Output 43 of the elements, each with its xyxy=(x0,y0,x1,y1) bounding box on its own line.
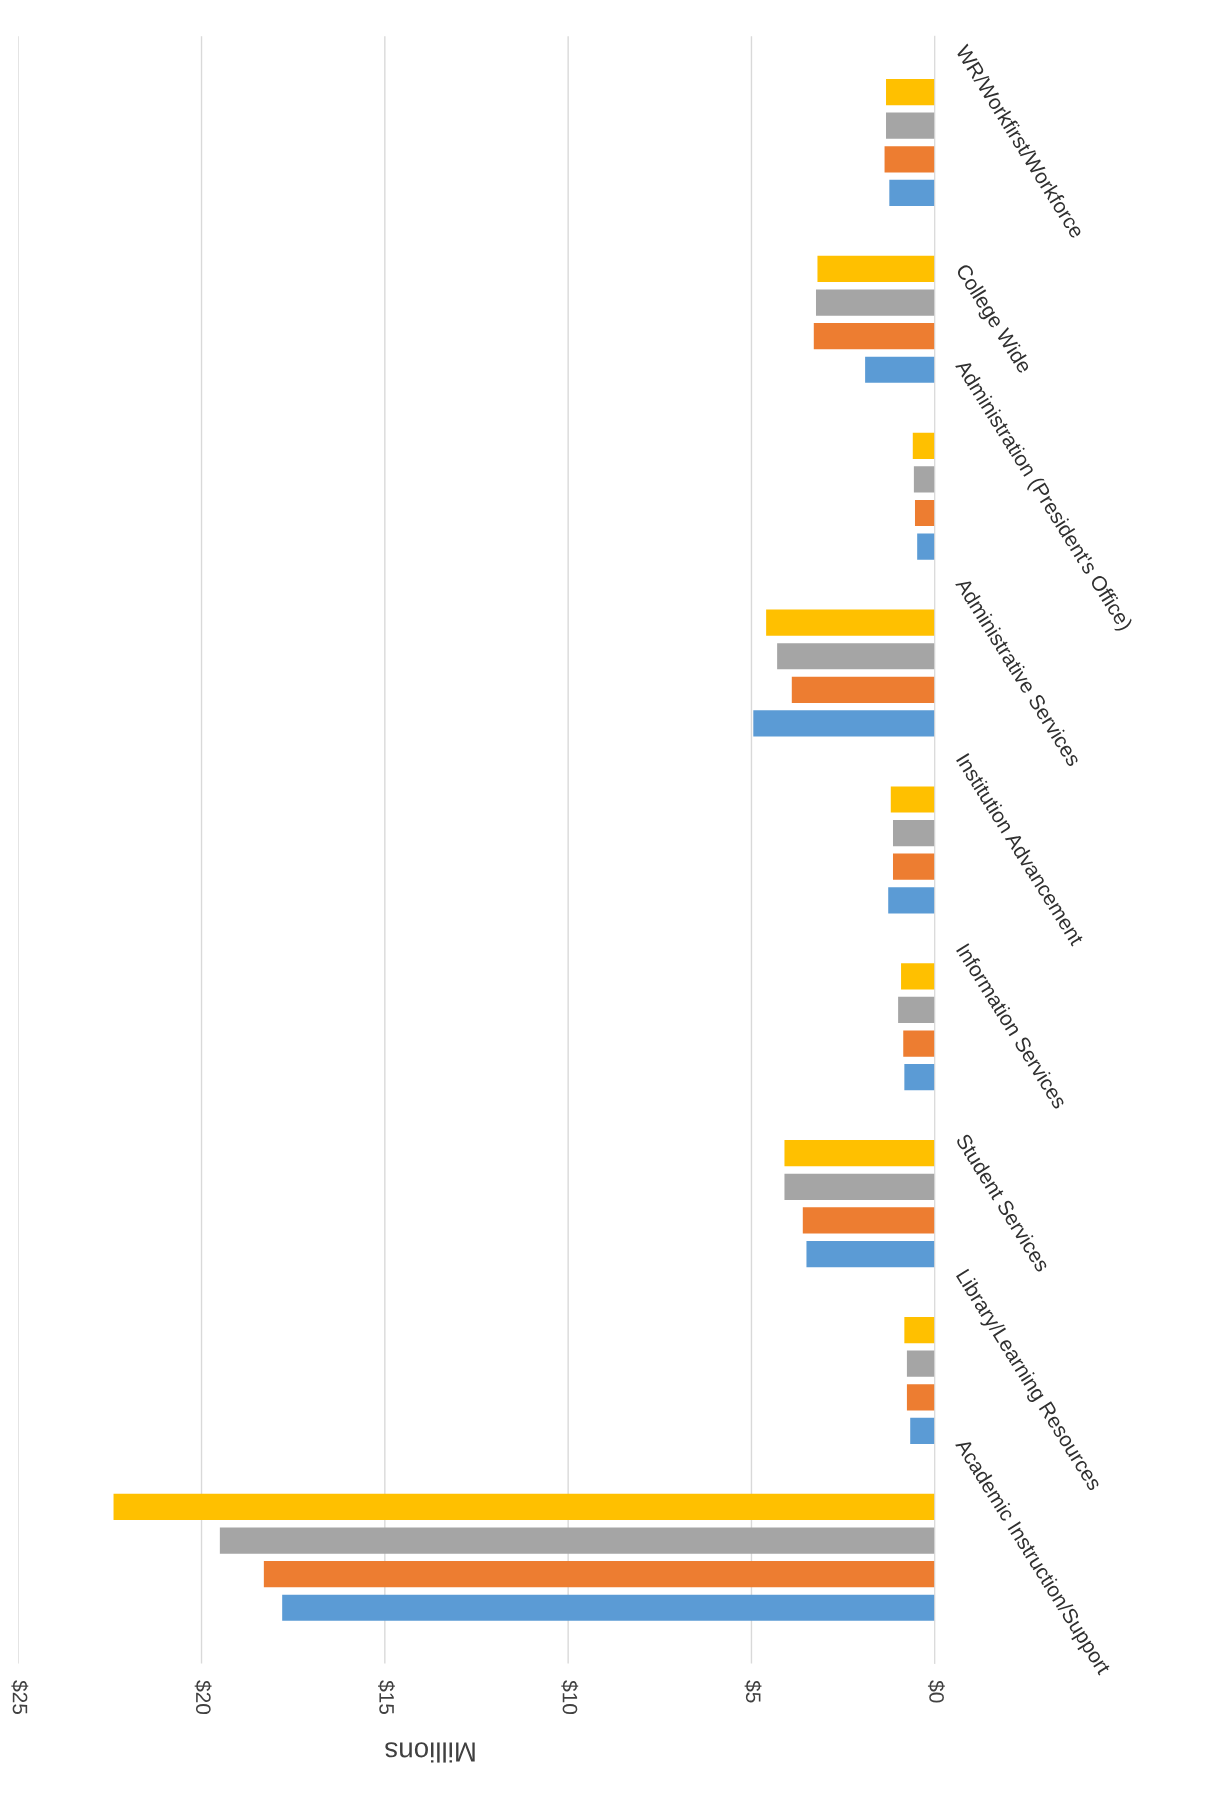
bar xyxy=(886,112,935,139)
bar xyxy=(263,1561,935,1588)
bar xyxy=(815,289,935,316)
bar xyxy=(889,179,935,206)
bar xyxy=(806,1240,935,1268)
bar xyxy=(886,78,935,106)
bar xyxy=(884,146,935,173)
bar xyxy=(914,499,935,527)
bar xyxy=(817,255,935,283)
bar xyxy=(802,1207,935,1234)
bar xyxy=(901,963,935,990)
bar xyxy=(766,609,935,636)
bar xyxy=(910,1417,935,1444)
bar xyxy=(813,323,935,350)
x-tick-label: $0 xyxy=(927,1680,945,1703)
bar xyxy=(903,1030,935,1057)
bar xyxy=(890,786,935,813)
bar xyxy=(865,356,935,383)
bar xyxy=(219,1527,935,1554)
bar xyxy=(913,466,935,493)
bar xyxy=(904,1064,935,1091)
bar xyxy=(753,710,935,737)
x-tick-label: $15 xyxy=(378,1680,395,1715)
bar xyxy=(791,676,935,703)
x-tick-label: $10 xyxy=(561,1680,579,1715)
bar xyxy=(917,533,935,560)
x-tick-label: $25 xyxy=(11,1680,29,1715)
bar xyxy=(906,1384,935,1411)
bar xyxy=(282,1594,935,1621)
bar xyxy=(892,820,935,847)
bar xyxy=(892,853,935,880)
bar xyxy=(906,1350,935,1377)
bar xyxy=(904,1316,935,1344)
x-tick-label: $20 xyxy=(194,1680,212,1715)
bar xyxy=(784,1173,935,1200)
x-axis-title: Millions xyxy=(385,1742,475,1763)
bar xyxy=(898,996,935,1024)
bar xyxy=(888,887,935,914)
bar xyxy=(777,643,935,670)
bar xyxy=(113,1493,935,1521)
bar xyxy=(784,1140,935,1167)
x-tick-label: $5 xyxy=(744,1680,762,1703)
bar xyxy=(912,432,935,459)
